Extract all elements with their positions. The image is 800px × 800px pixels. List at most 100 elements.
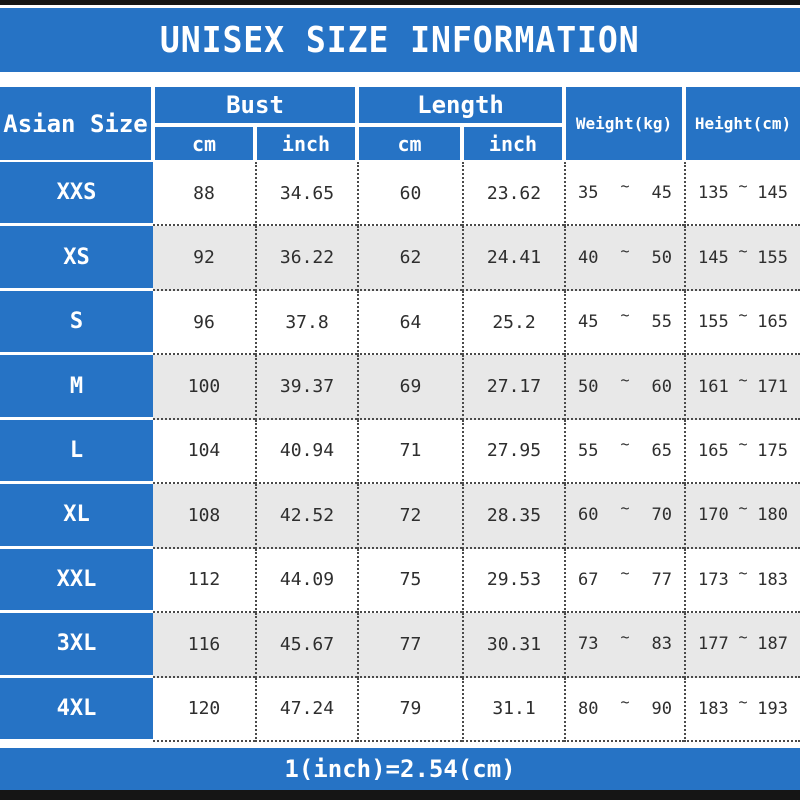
height-cell: 145 ~155 [684,226,800,291]
length-cm-cell: 62 [357,226,462,291]
tilde: ~ [620,177,630,196]
bust-cm-cell: 100 [153,355,255,420]
bust-cm-cell: 92 [153,226,255,291]
conversion-note: 1(inch)=2.54(cm) [284,755,516,783]
weight-cell: 73 ~83 [564,613,684,678]
height-cell: 155 ~165 [684,290,800,356]
bust-inch-cell: 47.24 [255,677,357,742]
weight-cell: 50 ~60 [564,355,684,420]
length-cm-cell: 79 [357,677,462,742]
tilde: ~ [620,499,630,518]
tilde: ~ [738,177,748,196]
header-height: Height(cm) [684,85,800,162]
bottom-frame-bar [0,790,800,800]
weight-cell: 55 ~65 [564,419,684,485]
page-title: UNISEX SIZE INFORMATION [160,19,640,61]
length-inch-cell: 28.35 [462,484,564,549]
size-cell: 3XL [0,613,153,678]
header-bust-cm: cm [153,125,255,162]
length-inch-cell: 27.17 [462,355,564,420]
table-body: XXS 88 34.65 60 23.62 35 ~45 135 ~145 XS 9… [0,162,800,742]
header-length-cm: cm [357,125,462,162]
table-row-3xl: 3XL 116 45.67 77 30.31 73 ~83 177 ~187 [0,613,800,678]
weight-cell: 80 ~90 [564,677,684,742]
length-inch-cell: 25.2 [462,290,564,356]
length-inch-cell: 31.1 [462,677,564,742]
header-bust-inch: inch [255,125,357,162]
bust-cm-cell: 116 [153,613,255,678]
spacer [0,72,800,85]
header-length-inch: inch [462,125,564,162]
title-banner: UNISEX SIZE INFORMATION [0,8,800,72]
size-cell: L [0,419,153,485]
length-inch-cell: 27.95 [462,419,564,485]
height-cell: 183 ~193 [684,677,800,742]
bust-inch-cell: 36.22 [255,226,357,291]
header-length: Length [357,85,564,125]
height-cell: 161 ~171 [684,355,800,420]
conversion-note-band: 1(inch)=2.54(cm) [0,748,800,790]
height-cell: 135 ~145 [684,162,800,227]
bust-inch-cell: 37.8 [255,290,357,356]
tilde: ~ [620,434,630,453]
bust-cm-cell: 108 [153,484,255,549]
tilde: ~ [620,370,630,389]
length-inch-cell: 29.53 [462,548,564,614]
bust-cm-cell: 88 [153,162,255,227]
tilde: ~ [738,628,748,647]
tilde: ~ [738,241,748,260]
height-cell: 170 ~180 [684,484,800,549]
table-row-m: M 100 39.37 69 27.17 50 ~60 161 ~171 [0,355,800,420]
size-cell: XL [0,484,153,549]
table-header: Asian Size Bust Length cm inch cm inch W… [0,85,800,162]
tilde: ~ [620,306,630,325]
length-inch-cell: 23.62 [462,162,564,227]
weight-cell: 60 ~70 [564,484,684,549]
length-cm-cell: 72 [357,484,462,549]
size-cell: M [0,355,153,420]
tilde: ~ [620,563,630,582]
header-asian-size: Asian Size [0,85,153,162]
bust-inch-cell: 40.94 [255,419,357,485]
table-row-xl: XL 108 42.52 72 28.35 60 ~70 170 ~180 [0,484,800,549]
tilde: ~ [738,692,748,711]
height-cell: 165 ~175 [684,419,800,485]
length-cm-cell: 77 [357,613,462,678]
weight-cell: 40 ~50 [564,226,684,291]
spacer [0,742,800,748]
tilde: ~ [738,434,748,453]
table-row-xs: XS 92 36.22 62 24.41 40 ~50 145 ~155 [0,226,800,291]
bust-inch-cell: 34.65 [255,162,357,227]
header-bust: Bust [153,85,357,125]
tilde: ~ [738,499,748,518]
table-row-xxl: XXL 112 44.09 75 29.53 67 ~77 173 ~183 [0,548,800,614]
bust-inch-cell: 44.09 [255,548,357,614]
length-inch-cell: 30.31 [462,613,564,678]
bust-inch-cell: 45.67 [255,613,357,678]
bust-cm-cell: 120 [153,677,255,742]
tilde: ~ [738,563,748,582]
weight-cell: 35 ~45 [564,162,684,227]
length-cm-cell: 64 [357,290,462,356]
tilde: ~ [620,241,630,260]
length-cm-cell: 69 [357,355,462,420]
height-cell: 173 ~183 [684,548,800,614]
tilde: ~ [738,370,748,389]
length-inch-cell: 24.41 [462,226,564,291]
size-cell: 4XL [0,677,153,742]
table-row-4xl: 4XL 120 47.24 79 31.1 80 ~90 183 ~193 [0,677,800,742]
tilde: ~ [620,692,630,711]
size-cell: XS [0,226,153,291]
size-cell: S [0,290,153,356]
length-cm-cell: 71 [357,419,462,485]
tilde: ~ [738,306,748,325]
top-frame-bar [0,0,800,5]
length-cm-cell: 60 [357,162,462,227]
table-row-xxs: XXS 88 34.65 60 23.62 35 ~45 135 ~145 [0,162,800,227]
bust-cm-cell: 96 [153,290,255,356]
bust-inch-cell: 39.37 [255,355,357,420]
bust-inch-cell: 42.52 [255,484,357,549]
table-row-l: L 104 40.94 71 27.95 55 ~65 165 ~175 [0,419,800,485]
weight-cell: 45 ~55 [564,290,684,356]
